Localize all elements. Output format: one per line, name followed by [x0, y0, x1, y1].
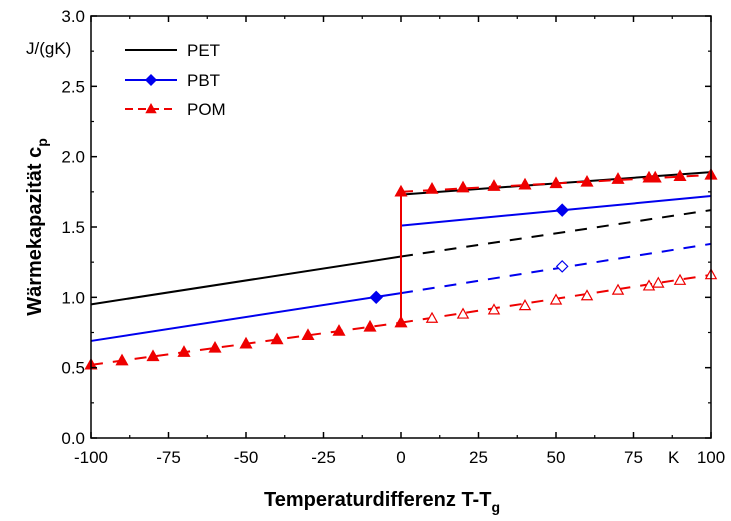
pbt-marker: [555, 203, 569, 217]
pbt-solid-line: [90, 292, 402, 342]
x-tick-label: -50: [234, 448, 259, 467]
pom-marker: [115, 353, 129, 366]
x-tick-label: 100: [697, 448, 725, 467]
pom-open-marker: [611, 283, 625, 295]
x-tick-label: -75: [156, 448, 181, 467]
pom-marker: [394, 184, 408, 197]
legend-marker-pbt: [145, 74, 157, 86]
x-tick-label: 50: [547, 448, 566, 467]
y-tick-label: 1.0: [61, 288, 85, 307]
legend-label-pom: POM: [187, 100, 226, 119]
y-unit-label: J/(gK): [26, 39, 71, 58]
pom-open-marker: [652, 276, 665, 288]
y-tick-label: 0.0: [61, 429, 85, 448]
pom-marker: [648, 170, 662, 183]
pom-marker: [146, 349, 160, 362]
y-axis-title-sub: p: [34, 138, 50, 147]
pbt-open-marker: [555, 260, 569, 273]
pom-marker: [332, 324, 346, 336]
pbt-dashed-line: [400, 242, 712, 295]
pom-open-marker: [580, 289, 594, 301]
legend: PET PBT POM: [125, 41, 226, 119]
plot-lines: [90, 171, 712, 366]
pom-marker: [580, 174, 594, 187]
ticks: [90, 15, 712, 439]
y-axis-title-main: Wärmekapazität c: [24, 147, 46, 316]
pom-marker: [270, 332, 284, 345]
pom-marker: [363, 319, 377, 332]
y-tick-label: 1.5: [61, 218, 85, 237]
pet-dashed-line: [400, 209, 712, 258]
y-axis-title: Wärmekapazität cp: [24, 138, 50, 316]
legend-label-pbt: PBT: [187, 71, 220, 90]
x-tick-label: -100: [74, 448, 108, 467]
pom-open-marker: [487, 303, 501, 315]
x-unit-label: K: [668, 448, 680, 467]
pom-open-marker: [673, 273, 687, 285]
pom-marker: [456, 180, 470, 193]
x-axis-title-main: Temperaturdifferenz T-T: [264, 489, 491, 511]
pom-marker: [208, 340, 222, 353]
tick-labels: -100 -75 -50 -25 0 25 50 75 100 0.0 0.5 1.0 1.5 2.0 2.…: [61, 7, 725, 467]
pom-marker: [611, 172, 625, 184]
legend-marker-pom: [145, 103, 157, 114]
x-tick-label: 25: [469, 448, 488, 467]
y-tick-label: 0.5: [61, 359, 85, 378]
pom-open-marker: [518, 299, 532, 311]
x-axis-title-sub: g: [491, 499, 500, 515]
pom-marker: [177, 345, 191, 357]
pom-open-marker: [549, 293, 563, 305]
pom-marker: [425, 181, 439, 194]
pom-marker: [239, 336, 253, 349]
pom-marker: [394, 315, 408, 328]
pom-marker: [673, 169, 687, 182]
plot-markers: [84, 167, 718, 370]
legend-label-pet: PET: [187, 41, 220, 60]
pom-marker: [487, 179, 501, 191]
pom-marker: [549, 176, 563, 189]
pom-marker: [301, 328, 315, 341]
pbt-marker: [369, 290, 383, 305]
y-tick-label: 2.0: [61, 148, 85, 167]
pom-marker: [518, 177, 532, 190]
pom-open-marker: [425, 311, 439, 323]
pom-open-marker: [456, 307, 470, 319]
pet-solid-line: [90, 255, 402, 306]
pom-open-marker: [642, 279, 656, 291]
y-tick-label: 3.0: [61, 7, 85, 26]
x-axis-title: Temperaturdifferenz T-Tg: [264, 489, 500, 515]
x-tick-label: 0: [396, 448, 405, 467]
x-tick-label: 75: [624, 448, 643, 467]
pbt-solid-line: [400, 195, 712, 227]
x-tick-label: -25: [311, 448, 336, 467]
y-tick-label: 2.5: [61, 77, 85, 96]
